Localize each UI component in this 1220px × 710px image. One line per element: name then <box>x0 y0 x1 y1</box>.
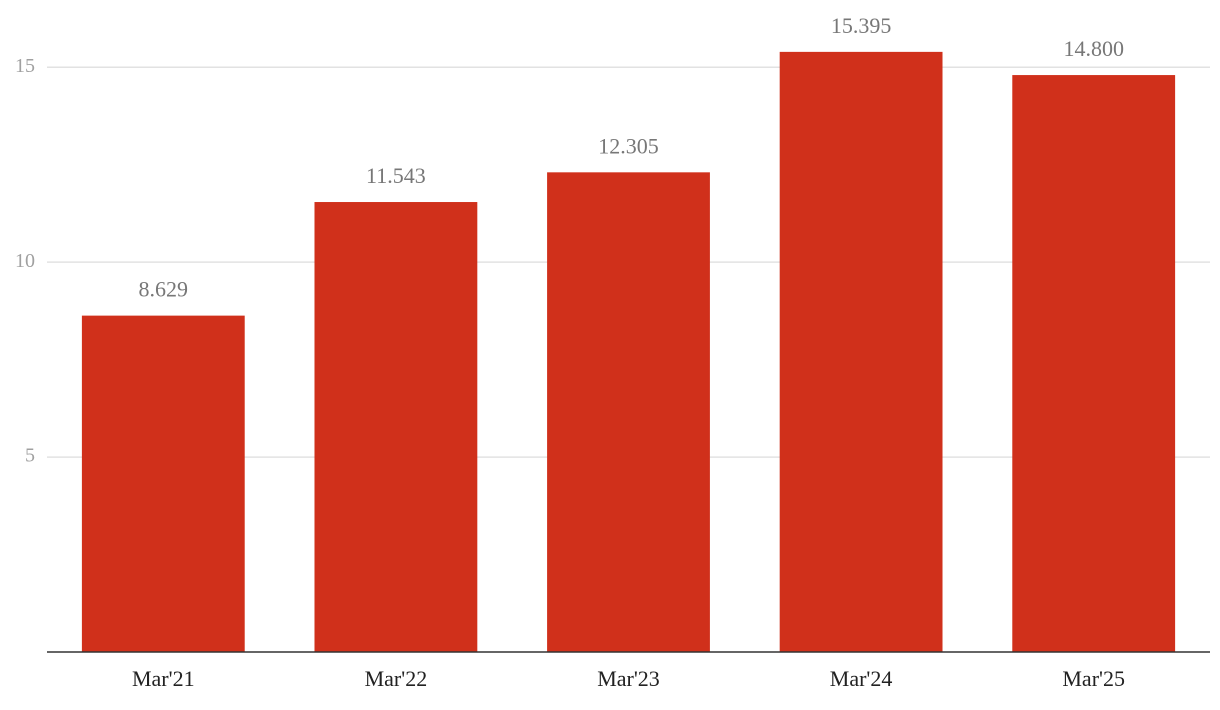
bar <box>779 51 943 652</box>
y-tick-label: 10 <box>15 250 35 272</box>
bar <box>1012 75 1176 653</box>
y-tick-label: 5 <box>25 445 35 467</box>
value-label: 15.395 <box>831 13 892 38</box>
value-label: 12.305 <box>598 133 659 158</box>
bar <box>314 202 478 652</box>
y-tick-label: 15 <box>15 55 35 77</box>
x-tick-label: Mar'25 <box>1062 666 1125 691</box>
x-tick-label: Mar'24 <box>830 666 893 691</box>
x-tick-label: Mar'23 <box>597 666 660 691</box>
value-label: 11.543 <box>366 163 426 188</box>
x-tick-label: Mar'21 <box>132 666 195 691</box>
value-label: 14.800 <box>1063 36 1124 61</box>
bar <box>547 172 710 652</box>
x-tick-label: Mar'22 <box>365 666 428 691</box>
value-label: 8.629 <box>139 277 189 302</box>
bar <box>81 315 245 652</box>
